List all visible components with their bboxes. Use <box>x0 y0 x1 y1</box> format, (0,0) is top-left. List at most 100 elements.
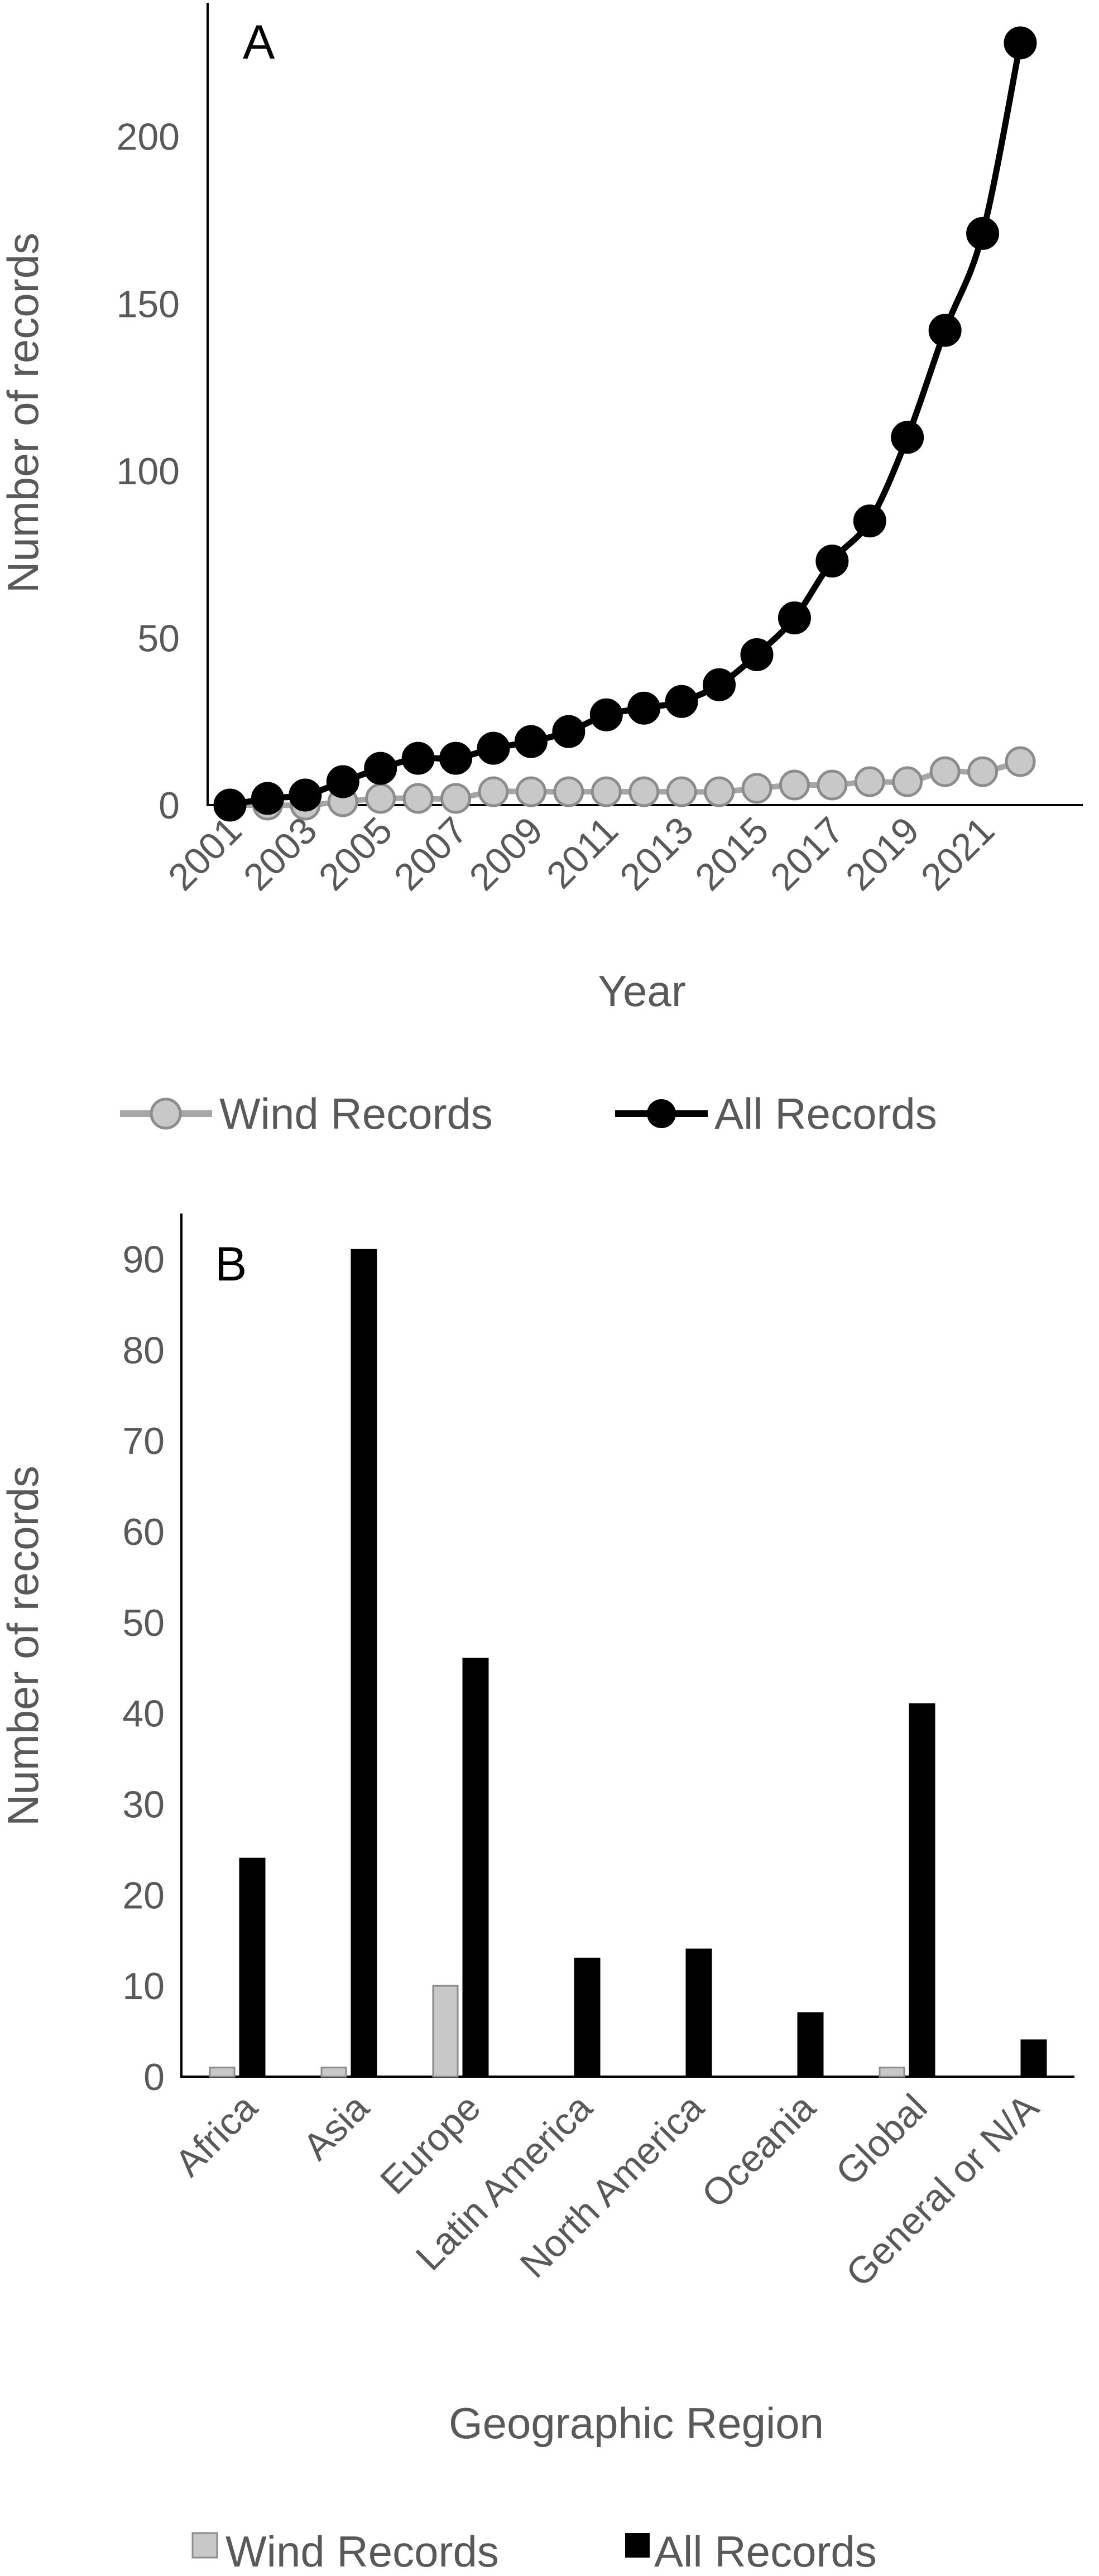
chart-b-y-tick-label: 70 <box>122 1420 165 1462</box>
legend-all-records-swatch <box>625 2533 650 2558</box>
chart-b-panel-label: B <box>215 1238 247 1291</box>
data-point-all-records-2003 <box>289 778 322 812</box>
data-point-all-records-2010 <box>552 715 586 748</box>
legend-all-records-label: All Records <box>714 1089 937 1138</box>
data-point-all-records-2018 <box>853 504 886 538</box>
data-point-wind-records-2009 <box>515 776 546 807</box>
data-point-all-records-2017 <box>815 545 849 578</box>
data-point-all-records-2007 <box>439 741 473 775</box>
data-point-all-records-2014 <box>703 668 736 701</box>
chart-a-series <box>213 26 1037 822</box>
bar-wind-records-global <box>879 2067 905 2078</box>
chart-a-x-tick-label: 2007 <box>386 809 476 899</box>
data-point-all-records-2012 <box>627 691 661 725</box>
bar-all-records-global <box>909 1703 935 2078</box>
bar-all-records-general-or-n-a <box>1020 2039 1047 2078</box>
data-point-all-records-2016 <box>778 601 811 634</box>
bar-wind-records-asia <box>320 2067 347 2078</box>
data-point-wind-records-2014 <box>704 776 735 807</box>
data-point-all-records-2020 <box>928 314 962 347</box>
chart-a-x-axis-title: Year <box>598 966 686 1015</box>
chart-a-x-tick-label: 2011 <box>539 809 626 897</box>
legend-item-wind-records: Wind Records <box>191 2527 499 2576</box>
legend-item-all-records: All Records <box>615 1089 937 1138</box>
legend-wind-records-label: Wind Records <box>225 2527 499 2576</box>
legend-item-wind-records: Wind Records <box>120 1089 493 1138</box>
legend-all-records-label: All Records <box>654 2527 877 2576</box>
chart-a-y-ticks: 0 50 100 150 200 <box>117 116 180 827</box>
data-point-all-records-2022 <box>1004 26 1037 60</box>
data-point-wind-records-2016 <box>779 769 810 801</box>
chart-b-y-tick-label: 50 <box>122 1602 165 1644</box>
chart-a-y-axis-title: Number of records <box>0 233 47 593</box>
data-point-wind-records-2018 <box>854 766 885 797</box>
chart-a-y-tick-label: 0 <box>159 784 180 827</box>
legend-wind-records-label: Wind Records <box>219 1089 493 1138</box>
chart-a-x-tick-label: 2019 <box>838 809 928 899</box>
data-point-wind-records-2005 <box>365 783 396 814</box>
chart-b-y-tick-label: 10 <box>122 1965 165 2007</box>
chart-b-legend: Wind Records All Records <box>191 2527 877 2576</box>
chart-a-y-tick-label: 50 <box>137 617 180 659</box>
chart-a-x-tick-label: 2013 <box>612 809 702 899</box>
category-label-africa: Africa <box>167 2086 266 2185</box>
data-point-wind-records-2011 <box>591 776 622 807</box>
chart-a-x-tick-label: 2003 <box>236 809 325 899</box>
chart-b-bars <box>209 1249 1047 2078</box>
data-point-wind-records-2020 <box>929 756 961 787</box>
series-all-records <box>213 26 1037 822</box>
chart-a-x-tick-label: 2009 <box>461 809 551 899</box>
data-point-all-records-2006 <box>401 741 435 775</box>
data-point-all-records-2019 <box>891 421 924 454</box>
data-point-wind-records-2012 <box>628 776 660 807</box>
data-point-wind-records-2019 <box>892 766 923 797</box>
bar-all-records-north-america <box>685 1948 712 2078</box>
data-point-all-records-2008 <box>477 731 510 765</box>
series-line-wind-records <box>227 759 1023 808</box>
chart-b-x-axis-title: Geographic Region <box>449 2399 824 2448</box>
data-point-wind-records-2022 <box>1005 746 1036 777</box>
bar-all-records-latin-america <box>574 1957 601 2078</box>
bar-wind-records-africa <box>209 2067 236 2078</box>
data-point-wind-records-2006 <box>402 783 434 814</box>
legend-item-all-records: All Records <box>625 2527 877 2576</box>
chart-b-y-tick-label: 90 <box>122 1238 165 1280</box>
data-point-all-records-2005 <box>364 752 397 785</box>
bar-all-records-oceania <box>797 2012 824 2078</box>
chart-b-y-tick-label: 80 <box>122 1329 165 1371</box>
chart-b-y-ticks: 0 10 20 30 40 50 60 70 80 90 <box>122 1238 165 2098</box>
category-label-oceania: Oceania <box>694 2086 824 2216</box>
category-label-general-or-n-a: General or N/A <box>838 2086 1047 2295</box>
bar-all-records-africa <box>239 1857 266 2078</box>
legend-all-records-marker <box>647 1099 676 1128</box>
data-point-all-records-2001 <box>213 788 247 822</box>
data-point-wind-records-2015 <box>741 773 772 804</box>
bar-all-records-europe <box>462 1658 489 2078</box>
chart-a-x-ticks: 2001200320052007200920112013201520172019… <box>160 809 1002 899</box>
data-point-all-records-2009 <box>514 725 548 758</box>
chart-b-y-tick-label: 20 <box>122 1874 165 1917</box>
category-label-global: Global <box>828 2086 935 2194</box>
data-point-all-records-2002 <box>251 782 284 815</box>
data-point-wind-records-2007 <box>440 783 472 814</box>
chart-b-y-tick-label: 30 <box>122 1783 165 1826</box>
data-point-all-records-2011 <box>589 698 623 731</box>
data-point-wind-records-2008 <box>478 776 509 807</box>
data-point-wind-records-2021 <box>967 756 999 787</box>
data-point-wind-records-2017 <box>817 769 848 801</box>
chart-a-y-tick-label: 100 <box>117 450 180 493</box>
chart-a-x-tick-label: 2005 <box>311 809 401 899</box>
chart-a-y-tick-label: 150 <box>117 283 180 325</box>
chart-a-y-tick-label: 200 <box>117 116 180 158</box>
chart-b-axes <box>180 1214 1074 2078</box>
bar-wind-records-europe <box>432 1985 459 2078</box>
category-label-asia: Asia <box>295 2086 377 2168</box>
bar-all-records-asia <box>351 1249 377 2078</box>
chart-a-axes <box>207 3 1083 806</box>
chart-a-x-tick-label: 2017 <box>762 809 852 899</box>
data-point-all-records-2015 <box>740 638 774 671</box>
chart-b-y-tick-label: 0 <box>143 2056 165 2098</box>
